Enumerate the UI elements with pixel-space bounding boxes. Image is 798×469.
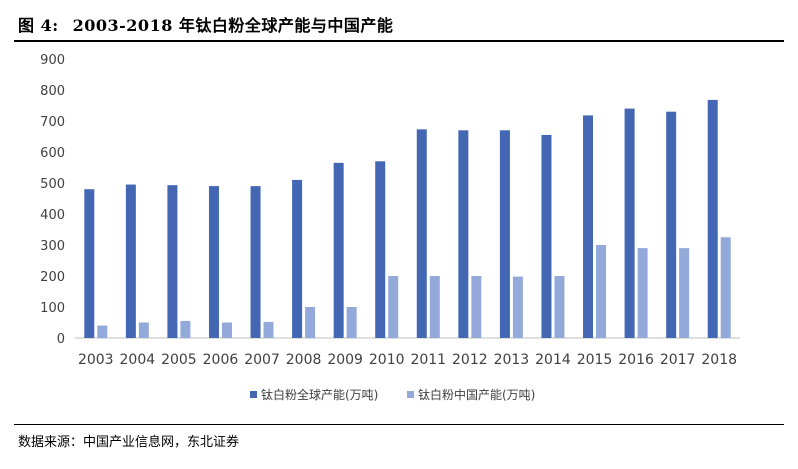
bar-series-2 — [637, 248, 648, 338]
x-tick-label: 2003 — [78, 352, 114, 368]
y-tick-label: 200 — [40, 270, 65, 285]
y-tick-label: 600 — [40, 146, 65, 161]
bar-series-2 — [346, 307, 357, 338]
y-tick-label: 0 — [57, 332, 65, 347]
x-tick-label: 2011 — [410, 352, 446, 368]
x-tick-label: 2012 — [452, 352, 488, 368]
bar-chart: 0 100 200 300 400 500 600 700 800 900 2003 2004 2005… — [40, 53, 740, 402]
x-tick-label: 2015 — [577, 352, 613, 368]
bar-series-2 — [305, 307, 316, 338]
bar-series-2 — [221, 322, 232, 338]
bar-series-1 — [416, 129, 427, 338]
bar-series-2 — [429, 276, 440, 338]
x-tick-label: 2017 — [660, 352, 696, 368]
bar-series-1 — [84, 189, 95, 338]
x-tick-label: 2014 — [535, 352, 571, 368]
top-rule — [14, 40, 784, 42]
bar-series-1 — [541, 134, 552, 338]
bar-series-2 — [679, 248, 690, 338]
bar-series-2 — [138, 322, 149, 338]
x-tick-label: 2006 — [203, 352, 239, 368]
x-tick-label: 2005 — [161, 352, 197, 368]
x-tick-label: 2009 — [327, 352, 363, 368]
bar-series-2 — [97, 325, 108, 338]
bar-series-1 — [375, 161, 386, 338]
bar-series-2 — [720, 237, 731, 338]
x-tick-label: 2008 — [286, 352, 322, 368]
legend-label-2: 钛白粉中国产能(万吨) — [418, 387, 535, 402]
bar-series-1 — [167, 185, 178, 338]
y-tick-label: 100 — [40, 301, 65, 316]
bar-series-2 — [180, 320, 191, 338]
bar-series-2 — [263, 321, 274, 338]
figure-title: 图 4: 2003-2018 年钛白粉全球产能与中国产能 — [18, 12, 393, 36]
bar-series-2 — [471, 276, 482, 338]
y-tick-label: 500 — [40, 177, 65, 192]
bar-series-2 — [388, 276, 399, 338]
x-tick-label: 2004 — [120, 352, 156, 368]
legend-swatch-1 — [250, 391, 257, 398]
figure-title-text: 2003-2018 年钛白粉全球产能与中国产能 — [72, 16, 394, 35]
bar-series-1 — [208, 186, 219, 338]
figure-label: 图 4: — [18, 16, 59, 35]
bar-series-2 — [512, 276, 523, 338]
bar-series-1 — [250, 186, 261, 338]
y-tick-label: 400 — [40, 208, 65, 223]
y-tick-label: 800 — [40, 84, 65, 99]
bar-series-1 — [666, 111, 677, 338]
legend-swatch-2 — [407, 391, 414, 398]
y-tick-label: 700 — [40, 115, 65, 130]
x-tick-label: 2018 — [701, 352, 737, 368]
bar-series-1 — [125, 184, 136, 338]
x-tick-label: 2013 — [494, 352, 530, 368]
bar-series-1 — [458, 130, 469, 338]
legend-label-1: 钛白粉全球产能(万吨) — [261, 387, 378, 402]
bar-series-1 — [624, 108, 635, 338]
bar-series-2 — [596, 245, 607, 338]
bar-series-2 — [554, 276, 565, 338]
bar-series-1 — [292, 179, 303, 338]
x-tick-label: 2007 — [244, 352, 280, 368]
y-tick-label: 300 — [40, 239, 65, 254]
y-tick-label: 900 — [40, 53, 65, 68]
x-tick-label: 2010 — [369, 352, 405, 368]
bar-series-1 — [499, 130, 510, 338]
x-tick-label: 2016 — [618, 352, 654, 368]
bar-series-1 — [333, 162, 344, 338]
bar-series-1 — [583, 115, 594, 338]
source-note: 数据来源：中国产业信息网，东北证券 — [18, 435, 240, 450]
bar-series-1 — [707, 99, 718, 338]
bottom-rule — [14, 424, 784, 425]
